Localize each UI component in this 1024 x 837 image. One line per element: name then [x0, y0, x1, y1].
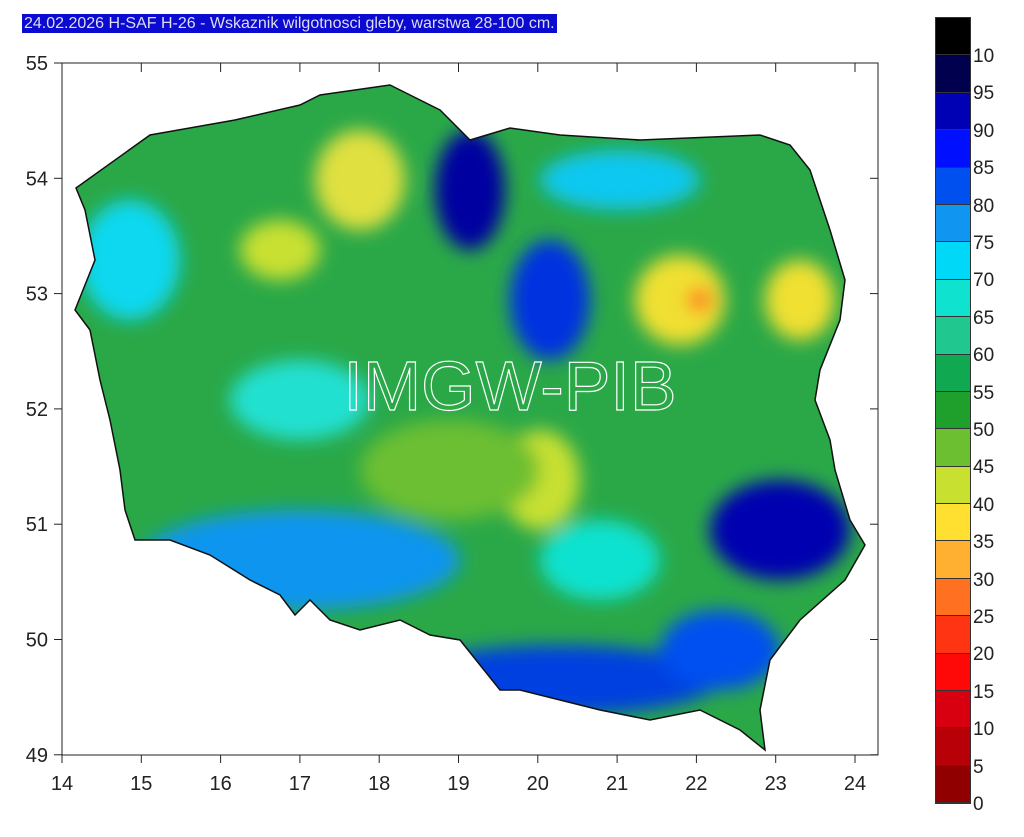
legend-swatch — [936, 130, 970, 168]
legend-swatch — [936, 391, 970, 430]
legend-label: 0 — [973, 794, 984, 815]
legend-swatch — [936, 504, 970, 542]
y-tick-label: 49 — [26, 745, 48, 767]
legend-swatch — [936, 765, 970, 804]
legend-swatch — [936, 616, 970, 654]
y-tick-label: 52 — [26, 399, 48, 421]
y-tick-label: 55 — [26, 53, 48, 75]
y-tick-label: 53 — [26, 284, 48, 306]
watermark: IMGW-PIB — [343, 347, 676, 425]
x-tick-label: 24 — [844, 773, 866, 795]
legend-swatch — [936, 18, 970, 56]
legend-swatch — [936, 354, 970, 392]
map-title: 24.02.2026 H-SAF H-26 - Wskaznik wilgotn… — [22, 14, 557, 33]
x-tick-label: 15 — [130, 773, 152, 795]
legend-label: 25 — [973, 607, 995, 628]
color-legend — [935, 17, 971, 805]
legend-swatch — [936, 167, 970, 205]
legend-label: 65 — [973, 307, 995, 329]
legend-label: 50 — [973, 420, 995, 441]
legend-label: 5 — [973, 756, 984, 778]
x-tick-label: 23 — [765, 773, 787, 795]
legend-swatch — [936, 279, 970, 318]
y-tick-label: 50 — [26, 630, 48, 652]
y-tick-label: 51 — [26, 514, 48, 536]
legend-label: 20 — [973, 644, 995, 666]
legend-swatch — [936, 578, 970, 617]
x-tick-label: 17 — [289, 773, 311, 795]
x-tick-label: 18 — [368, 773, 390, 795]
x-tick-label: 21 — [606, 773, 628, 795]
legend-label: 85 — [973, 158, 995, 180]
x-tick-label: 16 — [209, 773, 231, 795]
x-tick-label: 20 — [527, 773, 549, 795]
x-tick-label: 14 — [51, 773, 73, 795]
legend-swatch — [936, 317, 970, 355]
legend-label: 75 — [973, 233, 995, 254]
legend-swatch — [936, 691, 970, 729]
x-tick-label: 19 — [447, 773, 469, 795]
soil-moisture-map: IMGW-PIB 14 15 16 17 18 19 20 21 22 23 24 55 54 53 52 5… — [26, 53, 879, 795]
legend-swatch — [936, 92, 970, 131]
legend-label: 10 — [973, 46, 995, 67]
legend-label: 40 — [973, 494, 995, 516]
legend-label: 70 — [973, 270, 995, 292]
axes: 14 15 16 17 18 19 20 21 22 23 24 55 54 53 52 51 50 49 — [26, 53, 878, 795]
legend-swatch — [936, 653, 970, 692]
legend-swatch — [936, 55, 970, 93]
legend-swatch — [936, 541, 970, 579]
legend-swatch — [936, 466, 970, 505]
x-tick-label: 22 — [685, 773, 707, 795]
legend-label: 10 — [973, 719, 995, 741]
legend-label: 90 — [973, 120, 995, 142]
legend-swatch — [936, 204, 970, 243]
legend-label: 80 — [973, 195, 995, 217]
legend-label: 95 — [973, 83, 995, 105]
legend-swatch — [936, 728, 970, 766]
legend-label: 35 — [973, 532, 995, 554]
legend-label: 55 — [973, 382, 995, 404]
legend-swatch — [936, 242, 970, 280]
legend-label: 15 — [973, 681, 995, 703]
legend-label: 60 — [973, 345, 995, 367]
legend-label: 30 — [973, 569, 995, 591]
y-tick-label: 54 — [26, 168, 48, 190]
legend-label: 45 — [973, 457, 995, 479]
legend-swatch — [936, 429, 970, 467]
